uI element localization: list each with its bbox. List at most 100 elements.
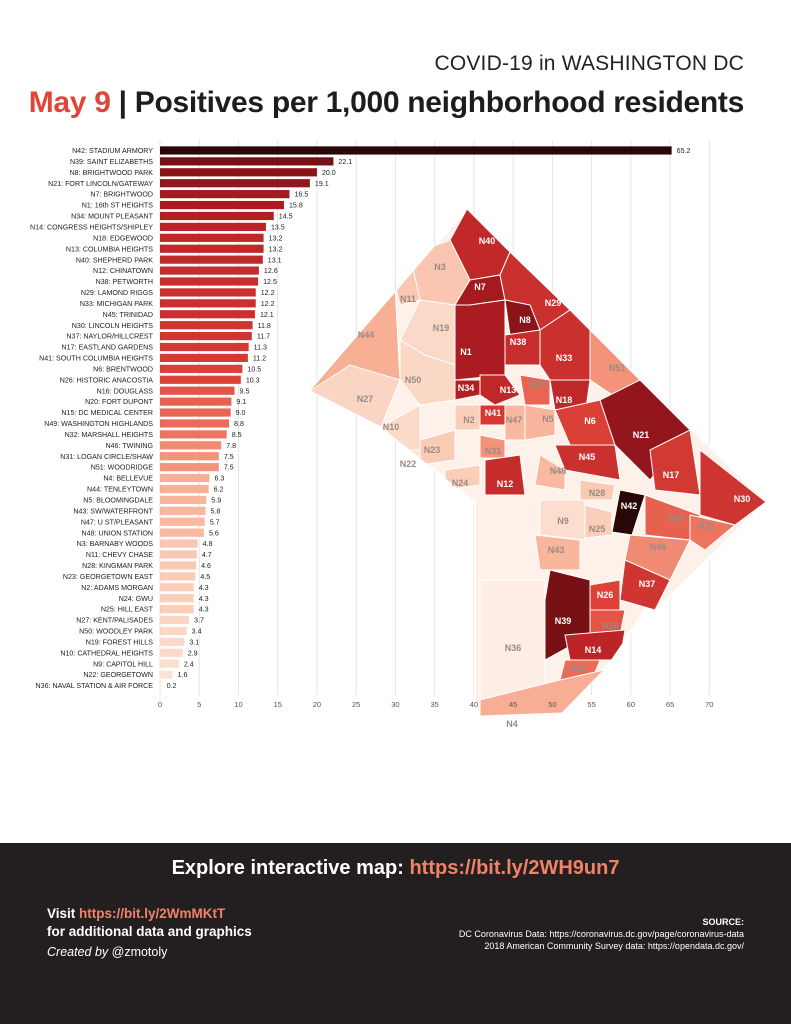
bar bbox=[160, 517, 205, 526]
bar bbox=[160, 561, 197, 570]
bar bbox=[160, 200, 284, 210]
x-tick-label: 20 bbox=[313, 700, 321, 709]
category-label: N39: SAINT ELIZABETHS bbox=[70, 158, 153, 166]
map-region-label: N44 bbox=[358, 330, 375, 340]
bar bbox=[160, 321, 253, 330]
category-label: N23: GEORGETOWN EAST bbox=[63, 573, 154, 581]
source-block: SOURCE: DC Coronavirus Data: https://cor… bbox=[459, 916, 744, 952]
map-region-label: N51 bbox=[609, 363, 626, 373]
bar bbox=[160, 353, 248, 363]
map-region bbox=[484, 454, 526, 496]
value-label: 1.6 bbox=[178, 671, 188, 679]
map-region-label: N49 bbox=[570, 664, 587, 674]
map-region bbox=[454, 404, 481, 431]
x-tick-label: 35 bbox=[430, 700, 438, 709]
bar bbox=[160, 605, 194, 614]
map-region-label: N20 bbox=[668, 513, 685, 523]
header: COVID-19 in WASHINGTON DC May 9 | Positi… bbox=[0, 0, 791, 140]
bar bbox=[160, 452, 219, 461]
explore-map-link[interactable]: https://bit.ly/2WH9un7 bbox=[409, 857, 620, 879]
x-tick-label: 40 bbox=[470, 700, 478, 709]
x-tick-label: 55 bbox=[587, 700, 595, 709]
category-label: N20: FORT DUPONT bbox=[85, 398, 154, 406]
category-label: N14: CONGRESS HEIGHTS/SHIPLEY bbox=[30, 224, 153, 232]
value-label: 6.2 bbox=[214, 486, 224, 494]
map-region-label: N15 bbox=[530, 379, 547, 389]
category-label: N10: CATHEDRAL HEIGHTS bbox=[60, 649, 153, 657]
bar bbox=[160, 430, 227, 439]
value-label: 15.8 bbox=[289, 202, 303, 210]
source-line-2: 2018 American Community Survey data: htt… bbox=[484, 941, 744, 951]
map-region-label: N33 bbox=[556, 353, 573, 363]
category-label: N51: WOODRIDGE bbox=[91, 464, 154, 472]
value-label: 4.7 bbox=[202, 551, 212, 559]
category-label: N18: EDGEWOOD bbox=[93, 234, 153, 242]
category-label: N47: U ST/PLEASANT bbox=[81, 518, 154, 526]
map-region-label: N3 bbox=[434, 262, 446, 272]
footer: Explore interactive map: https://bit.ly/… bbox=[0, 843, 791, 1024]
bar bbox=[160, 539, 198, 548]
category-label: N24: GWU bbox=[119, 595, 153, 603]
bar bbox=[160, 244, 264, 253]
visit-line: Visit https://bit.ly/2WmMKtT for addition… bbox=[47, 905, 252, 941]
map-region-label: N21 bbox=[633, 430, 650, 440]
map-region-label: N16 bbox=[602, 621, 619, 631]
bar bbox=[160, 408, 231, 417]
map-region-label: N23 bbox=[424, 445, 441, 455]
map-region bbox=[584, 504, 613, 539]
value-label: 5.9 bbox=[211, 497, 221, 505]
bar bbox=[160, 484, 209, 494]
value-label: 4.6 bbox=[201, 562, 211, 570]
category-label: N15: DC MEDICAL CENTER bbox=[61, 409, 153, 417]
category-label: N7: BRIGHTWOOD bbox=[90, 191, 153, 199]
bar bbox=[160, 157, 334, 166]
map-region-label: N30 bbox=[734, 494, 751, 504]
page-title: May 9 | Positives per 1,000 neighborhood… bbox=[29, 86, 745, 120]
map-region bbox=[504, 329, 541, 366]
bar bbox=[160, 310, 255, 319]
bar bbox=[160, 190, 290, 199]
value-label: 11.8 bbox=[258, 322, 271, 330]
value-label: 5.6 bbox=[209, 529, 219, 537]
map-region-label: N40 bbox=[479, 236, 496, 246]
visit-link[interactable]: https://bit.ly/2WmMKtT bbox=[79, 906, 226, 921]
title-text: | Positives per 1,000 neighborhood resid… bbox=[110, 86, 745, 119]
category-label: N27: KENT/PALISADES bbox=[76, 617, 153, 625]
bar bbox=[160, 386, 235, 395]
map-region-label: N4 bbox=[506, 719, 518, 729]
map-region bbox=[539, 499, 586, 541]
bar bbox=[160, 419, 230, 428]
value-label: 14.5 bbox=[279, 213, 293, 221]
category-label: N3: BARNABY WOODS bbox=[77, 540, 154, 548]
value-label: 4.3 bbox=[199, 584, 209, 592]
x-tick-label: 65 bbox=[666, 700, 674, 709]
bar bbox=[160, 211, 274, 221]
value-labels: 65.2 22.120.0 19.1 16.5 15.8 14.5 13.5 13.2 13.2… bbox=[167, 147, 691, 690]
value-label: 8.8 bbox=[234, 420, 244, 428]
bar bbox=[160, 364, 243, 373]
category-label: N44: TENLEYTOWN bbox=[87, 486, 153, 494]
x-tick-label: 60 bbox=[627, 700, 635, 709]
bar bbox=[160, 255, 263, 264]
visit-text: Visit bbox=[47, 906, 80, 921]
category-label: N32: MARSHALL HEIGHTS bbox=[65, 431, 154, 439]
bar bbox=[160, 528, 204, 537]
value-label: 13.5 bbox=[271, 224, 285, 232]
subtitle: COVID-19 in WASHINGTON DC bbox=[434, 52, 744, 75]
map-region-label: N47 bbox=[506, 415, 523, 425]
category-label: N25: HILL EAST bbox=[101, 606, 154, 614]
bar bbox=[160, 572, 196, 581]
map-region-label: N34 bbox=[458, 383, 475, 393]
map-region-label: N38 bbox=[510, 337, 527, 347]
bar bbox=[160, 168, 317, 177]
map-region bbox=[454, 299, 506, 381]
x-tick-label: 15 bbox=[274, 700, 282, 709]
value-label: 20.0 bbox=[322, 169, 336, 177]
value-label: 0.2 bbox=[167, 682, 177, 690]
bar bbox=[160, 506, 206, 515]
category-label: N16: DOUGLASS bbox=[97, 387, 154, 395]
value-label: 12.5 bbox=[263, 278, 277, 286]
value-label: 3.7 bbox=[194, 617, 204, 625]
value-label: 4.5 bbox=[200, 573, 210, 581]
